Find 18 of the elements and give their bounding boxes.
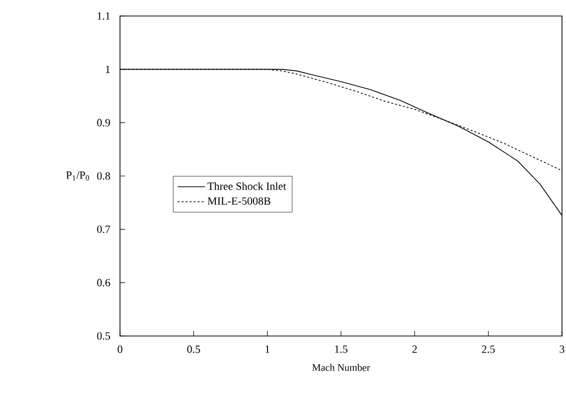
y-tick-label: 0.5 xyxy=(97,332,110,340)
y-tick-label: 0.8 xyxy=(97,172,110,180)
y-tick-label: 0.9 xyxy=(97,118,110,126)
y-tick-label: 0.6 xyxy=(97,278,110,286)
y-tick-label: 1.1 xyxy=(98,12,110,20)
x-axis-title: Mach Number xyxy=(312,364,370,371)
x-tick-label: 2.5 xyxy=(482,346,495,353)
x-tick-label: 0 xyxy=(118,346,122,353)
legend-label: MIL-E-5008B xyxy=(208,197,270,205)
x-tick-label: 1 xyxy=(266,346,270,353)
x-tick-label: 1.5 xyxy=(335,346,348,353)
x-tick-label: 2 xyxy=(412,346,417,353)
y-axis-title: P$_{1}$/P$_{0}$ xyxy=(66,172,90,180)
y-tick-label: 0.7 xyxy=(97,226,110,234)
legend-label: Three Shock Inlet xyxy=(208,182,286,190)
x-tick-label: 0.5 xyxy=(187,346,200,353)
y-tick-label: 1 xyxy=(106,66,110,73)
x-tick-label: 3 xyxy=(560,346,564,353)
